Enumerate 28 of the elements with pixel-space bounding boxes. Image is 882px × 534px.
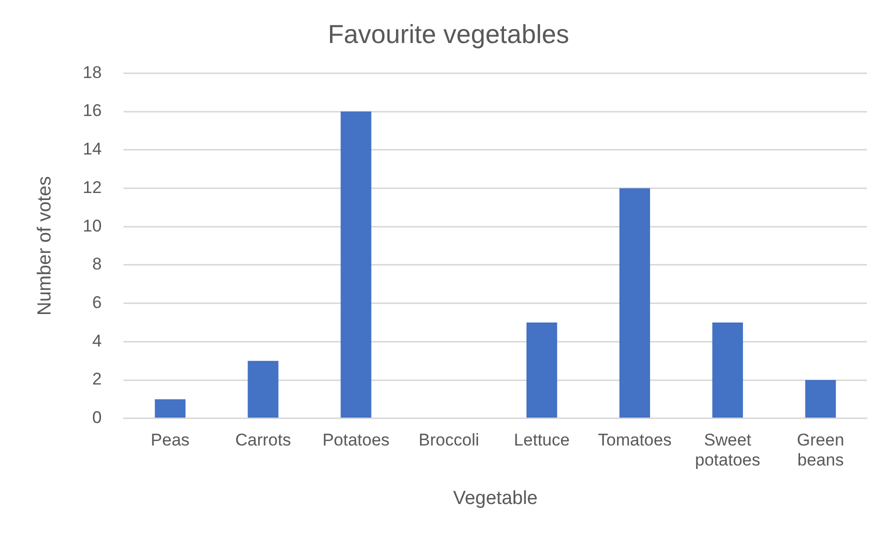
y-tick-label: 18 (82, 62, 102, 82)
bar (526, 322, 558, 418)
chart-title: Favourite vegetables (328, 18, 570, 49)
y-tick-label: 12 (82, 178, 102, 197)
y-tick-label: 14 (82, 140, 102, 159)
x-tick-label: Lettuce (514, 430, 570, 450)
bar (340, 112, 372, 418)
x-tick-label: Broccoli (418, 430, 480, 450)
y-tick-label: 16 (82, 101, 102, 120)
y-tick-label: 6 (92, 293, 102, 312)
bar (805, 380, 836, 418)
y-tick-label: 0 (92, 408, 102, 428)
x-axis-title: Vegetable (453, 488, 538, 509)
bar (248, 360, 278, 418)
x-tick-label: Peas (150, 430, 190, 450)
bar (712, 322, 743, 418)
y-tick-label: 10 (82, 216, 102, 236)
y-tick-label: 4 (92, 331, 102, 350)
y-tick-label: 8 (92, 254, 102, 274)
x-tick-label: Sweet potatoes (695, 430, 760, 470)
y-tick-label: 2 (92, 370, 102, 389)
bar (619, 188, 650, 418)
x-tick-label: Carrots (235, 430, 291, 450)
x-tick-label: Green beans (796, 430, 844, 470)
x-tick-label: Tomatoes (598, 430, 672, 450)
x-tick-label: Potatoes (322, 430, 390, 450)
bar (154, 399, 186, 418)
y-axis-title: Number of votes (34, 176, 56, 316)
